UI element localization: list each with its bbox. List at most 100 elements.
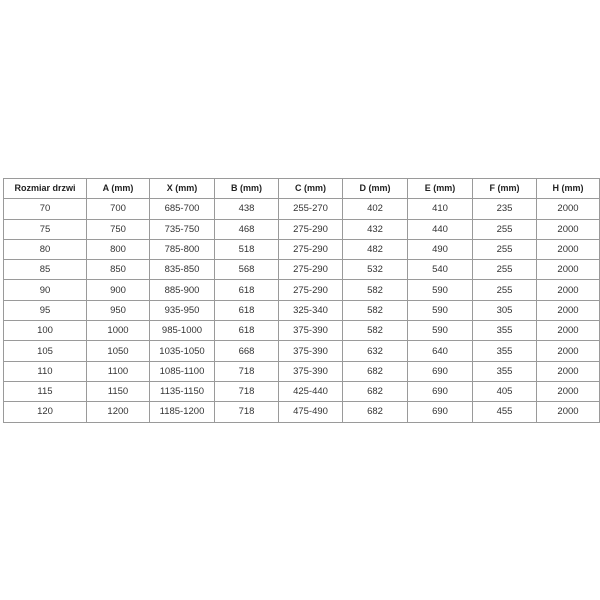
table-cell: 482 — [342, 238, 408, 261]
table-cell: 682 — [342, 380, 408, 403]
table-cell: 375-390 — [278, 360, 343, 382]
table-cell: 402 — [342, 198, 408, 220]
table-cell: 1085-1100 — [149, 360, 215, 382]
table-row: 115 1150 1135-1150 718 425-440 682 690 405 2000 — [3, 380, 600, 403]
table-cell: 2000 — [536, 360, 600, 382]
table-cell: 2000 — [536, 320, 600, 342]
table-cell: 935-950 — [149, 299, 215, 322]
column-header: A (mm) — [86, 177, 150, 200]
table-cell: 1135-1150 — [149, 380, 215, 403]
table-cell: 1150 — [86, 380, 150, 403]
table-row: 105 1050 1035-1050 668 375-390 632 640 355 2000 — [3, 340, 600, 362]
table-cell: 632 — [342, 340, 408, 362]
table-cell: 682 — [342, 401, 408, 423]
table-cell: 490 — [407, 238, 473, 261]
table-cell: 2000 — [536, 340, 600, 362]
table-cell: 355 — [472, 320, 537, 342]
table-cell: 690 — [407, 380, 473, 403]
table-cell: 885-900 — [149, 279, 215, 301]
column-header: D (mm) — [342, 177, 408, 200]
table-cell: 590 — [407, 279, 473, 301]
table-cell: 275-290 — [278, 279, 343, 301]
table-cell: 582 — [342, 299, 408, 322]
table-cell: 2000 — [536, 238, 600, 261]
table-cell: 735-750 — [149, 218, 215, 240]
table-row: 95 950 935-950 618 325-340 582 590 305 2000 — [3, 299, 600, 322]
table-cell: 2000 — [536, 198, 600, 220]
table-cell: 235 — [472, 198, 537, 220]
table-cell: 375-390 — [278, 320, 343, 342]
column-header: F (mm) — [472, 177, 537, 200]
table-cell: 2000 — [536, 380, 600, 403]
table-cell: 355 — [472, 340, 537, 362]
table-cell: 425-440 — [278, 380, 343, 403]
table-cell: 640 — [407, 340, 473, 362]
table-row: 80 800 785-800 518 275-290 482 490 255 2000 — [3, 238, 600, 261]
table-cell: 440 — [407, 218, 473, 240]
table-cell: 835-850 — [149, 259, 215, 281]
table-cell: 90 — [3, 279, 87, 301]
table-row: 120 1200 1185-1200 718 475-490 682 690 455 2000 — [3, 401, 600, 423]
table-cell: 410 — [407, 198, 473, 220]
table-cell: 900 — [86, 279, 150, 301]
table-cell: 718 — [214, 380, 279, 403]
table-cell: 800 — [86, 238, 150, 261]
table-cell: 618 — [214, 299, 279, 322]
table-cell: 105 — [3, 340, 87, 362]
table-cell: 532 — [342, 259, 408, 281]
table-cell: 618 — [214, 279, 279, 301]
table-cell: 700 — [86, 198, 150, 220]
table-cell: 785-800 — [149, 238, 215, 261]
table-cell: 1050 — [86, 340, 150, 362]
table-cell: 85 — [3, 259, 87, 281]
table-cell: 95 — [3, 299, 87, 322]
table-cell: 590 — [407, 320, 473, 342]
table-row: 90 900 885-900 618 275-290 582 590 255 2000 — [3, 279, 600, 301]
table-cell: 2000 — [536, 299, 600, 322]
header-row: Rozmiar drzwi A (mm) X (mm) B (mm) C (mm) D (… — [3, 177, 600, 200]
table-row: 70 700 685-700 438 255-270 402 410 235 2000 — [3, 198, 600, 220]
table-cell: 685-700 — [149, 198, 215, 220]
table-cell: 80 — [3, 238, 87, 261]
table-row: 100 1000 985-1000 618 375-390 582 590 355 2000 — [3, 320, 600, 342]
table-cell: 70 — [3, 198, 87, 220]
column-header: C (mm) — [278, 177, 343, 200]
table-cell: 618 — [214, 320, 279, 342]
table-cell: 305 — [472, 299, 537, 322]
table-cell: 1100 — [86, 360, 150, 382]
table-cell: 518 — [214, 238, 279, 261]
table-cell: 115 — [3, 380, 87, 403]
table-cell: 255 — [472, 279, 537, 301]
table-cell: 1035-1050 — [149, 340, 215, 362]
table-cell: 375-390 — [278, 340, 343, 362]
table-cell: 468 — [214, 218, 279, 240]
table-cell: 2000 — [536, 279, 600, 301]
column-header: X (mm) — [149, 177, 215, 200]
table-cell: 1200 — [86, 401, 150, 423]
dimensions-table: Rozmiar drzwi A (mm) X (mm) B (mm) C (mm) D (… — [3, 177, 600, 423]
table-cell: 355 — [472, 360, 537, 382]
column-header: B (mm) — [214, 177, 279, 200]
table-cell: 255-270 — [278, 198, 343, 220]
table-cell: 100 — [3, 320, 87, 342]
table-cell: 275-290 — [278, 218, 343, 240]
table-cell: 2000 — [536, 218, 600, 240]
table-row: 110 1100 1085-1100 718 375-390 682 690 355 2000 — [3, 360, 600, 382]
table-cell: 275-290 — [278, 238, 343, 261]
table-cell: 475-490 — [278, 401, 343, 423]
table-cell: 432 — [342, 218, 408, 240]
column-header: H (mm) — [536, 177, 600, 200]
table-cell: 275-290 — [278, 259, 343, 281]
column-header: E (mm) — [407, 177, 473, 200]
table-cell: 2000 — [536, 259, 600, 281]
table-cell: 120 — [3, 401, 87, 423]
table-cell: 1185-1200 — [149, 401, 215, 423]
table-cell: 985-1000 — [149, 320, 215, 342]
table-cell: 255 — [472, 238, 537, 261]
table-cell: 690 — [407, 360, 473, 382]
table-cell: 255 — [472, 218, 537, 240]
table-cell: 455 — [472, 401, 537, 423]
table-cell: 690 — [407, 401, 473, 423]
table-cell: 718 — [214, 360, 279, 382]
table-cell: 438 — [214, 198, 279, 220]
